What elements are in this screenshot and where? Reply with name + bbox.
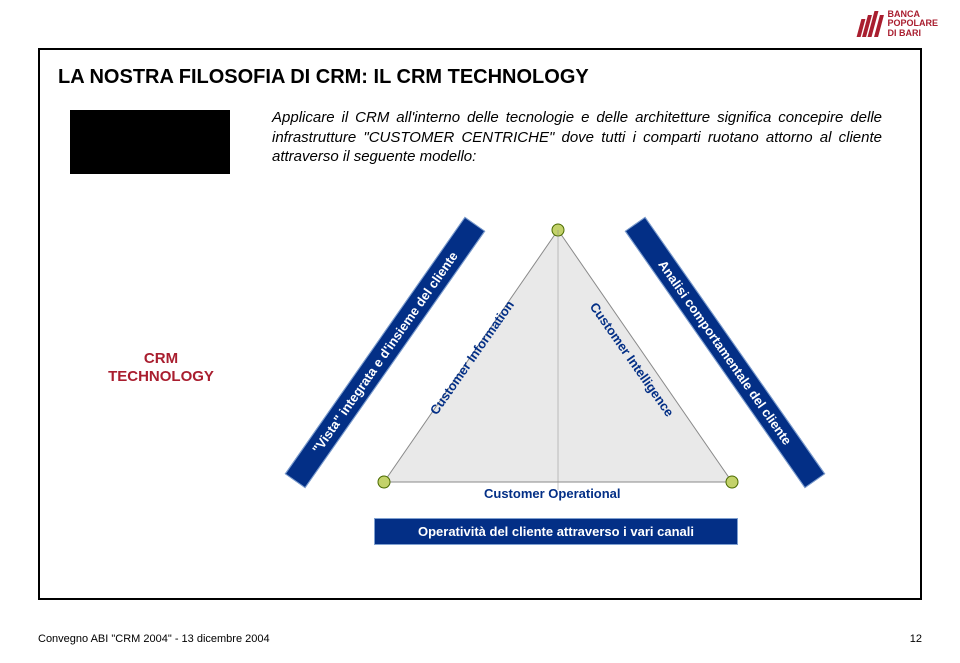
crm-triangle-diagram: "Vista" integrata e d'insieme del client… <box>280 220 840 540</box>
banner-bottom: Operatività del cliente attraverso i var… <box>374 518 738 545</box>
sidebar-box <box>70 110 230 174</box>
intro-paragraph: Applicare il CRM all'interno delle tecno… <box>272 108 882 167</box>
page-number: 12 <box>910 633 922 645</box>
brand-logo: BANCA POPOLARE DI BARI <box>859 10 938 38</box>
logo-stripes-icon <box>859 11 881 37</box>
slide-title: LA NOSTRA FILOSOFIA DI CRM: IL CRM TECHN… <box>58 66 589 89</box>
sidebar-label: CRM TECHNOLOGY <box>106 350 216 386</box>
logo-text: BANCA POPOLARE DI BARI <box>887 10 938 38</box>
footer-text: Convegno ABI "CRM 2004" - 13 dicembre 20… <box>38 633 270 645</box>
inner-label-bottom: Customer Operational <box>484 486 621 501</box>
